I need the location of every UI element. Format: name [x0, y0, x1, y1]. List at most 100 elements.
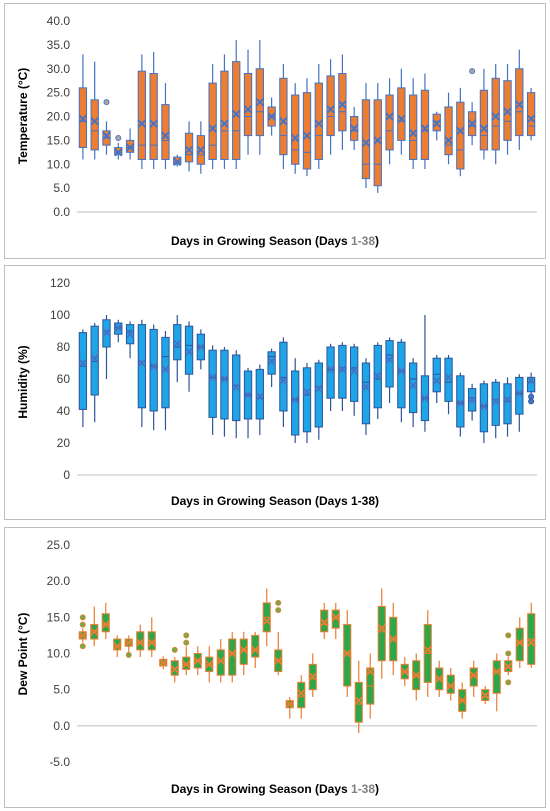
temp-mean-marker [397, 114, 406, 124]
dew-point-chart: Dew Point (°C) Days in Growing Season (D… [16, 538, 537, 796]
temp-mean-marker [338, 100, 347, 109]
temp-day-box [526, 87, 536, 141]
hum-mean-marker [243, 390, 253, 400]
dew-mean-marker [423, 645, 432, 655]
hum-mean-marker [350, 366, 359, 376]
dew-mean-marker [274, 656, 283, 665]
temp-mean-marker [255, 98, 264, 107]
dew-mean-marker [101, 620, 110, 629]
hum-mean-marker [456, 398, 465, 408]
temp-iqr-box [408, 94, 418, 160]
dew-mean-marker [481, 691, 490, 700]
hum-iqr-box [385, 340, 394, 388]
temp-iqr-box [361, 99, 371, 180]
hum-y-tick-label: 0 [63, 468, 70, 482]
temp-mean-marker [196, 145, 205, 155]
dew-day-box [527, 602, 536, 668]
dew-iqr-box [331, 609, 340, 629]
temp-mean-marker [184, 145, 194, 155]
hum-mean-marker [491, 397, 500, 406]
temp-mean-marker [479, 124, 489, 133]
temperature-chart-panel: Temperature (°C) Days in Growing Season … [4, 3, 546, 259]
hum-mean-marker [361, 382, 371, 392]
hum-mean-marker [302, 387, 312, 396]
hum-day-box [432, 355, 441, 403]
dew-mean-marker [205, 660, 214, 669]
temp-day-box [243, 49, 253, 155]
hum-day-box [114, 319, 123, 343]
hum-iqr-box [220, 349, 229, 420]
dew-day-box [297, 675, 306, 719]
hum-iqr-box [302, 367, 312, 433]
dew-day-box [90, 606, 99, 647]
hum-day-box [444, 355, 453, 415]
temp-iqr-box [90, 99, 99, 151]
temp-mean-marker [243, 105, 253, 114]
dew-mean-marker [446, 681, 455, 691]
hum-day-box [326, 343, 335, 411]
dew-point-x-axis-label: Days in Growing Season (Days 1-38) [171, 782, 379, 796]
hum-day-box [420, 315, 430, 432]
dew-day-box [504, 632, 513, 686]
hum-iqr-box [432, 357, 441, 393]
dew-mean-marker [193, 656, 202, 665]
hum-mean-marker [526, 376, 536, 385]
dew-mean-marker [504, 662, 513, 671]
hum-day-box [361, 358, 371, 435]
hum-y-tick-label: 80 [57, 340, 71, 354]
temp-mean-marker [432, 119, 441, 128]
dew-mean-marker [297, 689, 306, 698]
dew-day-box [308, 653, 317, 697]
dew-point-chart-panel: Dew Point (°C) Days in Growing Season (D… [4, 527, 546, 808]
dew-point-x-axis-label-prefix: Days in Growing Season (Days [171, 782, 351, 796]
temp-mean-marker [409, 129, 418, 138]
hum-mean-marker [432, 376, 441, 385]
temp-day-box [314, 63, 323, 170]
dew-iqr-box [320, 609, 329, 633]
dew-mean-marker [331, 613, 340, 622]
dew-mean-marker [262, 616, 271, 626]
temperature-x-axis-label: Days in Growing Season (Days 1-38) [171, 234, 379, 248]
dew-day-box [193, 646, 202, 676]
dew-y-tick-label: -5.0 [49, 755, 70, 769]
hum-day-box [350, 343, 359, 416]
temp-iqr-box [385, 94, 394, 151]
temp-iqr-box [479, 89, 489, 151]
hum-iqr-box [208, 349, 217, 418]
hum-mean-marker [291, 395, 300, 404]
hum-day-box [291, 358, 300, 443]
dew-mean-marker [343, 649, 352, 658]
temp-day-box [302, 78, 312, 177]
hum-mean-marker [90, 354, 99, 363]
dew-mean-marker [354, 696, 363, 705]
hum-mean-marker [232, 382, 241, 392]
temp-mean-marker [114, 148, 123, 157]
temp-day-box [196, 121, 206, 174]
hum-day-box [526, 372, 536, 405]
temp-day-box [78, 54, 88, 160]
temp-day-box [420, 73, 430, 170]
dew-iqr-box [446, 674, 455, 694]
dew-iqr-box [377, 605, 386, 662]
temp-iqr-box [232, 61, 241, 160]
hum-day-box [78, 329, 88, 427]
dew-y-tick-label: 5.0 [53, 683, 70, 697]
dew-mean-marker [251, 645, 260, 655]
temperature-chart: Temperature (°C) Days in Growing Season … [16, 14, 537, 248]
hum-iqr-box [184, 325, 194, 375]
temp-mean-marker [444, 136, 453, 145]
dew-outlier-point [171, 646, 178, 653]
dew-day-box [389, 602, 398, 676]
dew-outlier-point [183, 632, 190, 639]
dew-mean-marker [320, 618, 329, 627]
hum-mean-marker [173, 339, 182, 348]
hum-day-box [125, 321, 135, 359]
dew-day-box [124, 635, 133, 658]
hum-mean-marker [114, 323, 123, 332]
hum-iqr-box [479, 383, 489, 433]
temp-iqr-box [149, 73, 158, 160]
dew-iqr-box [216, 649, 225, 676]
temp-day-box [432, 111, 441, 141]
dew-mean-marker [216, 656, 225, 665]
hum-day-box [397, 339, 406, 423]
